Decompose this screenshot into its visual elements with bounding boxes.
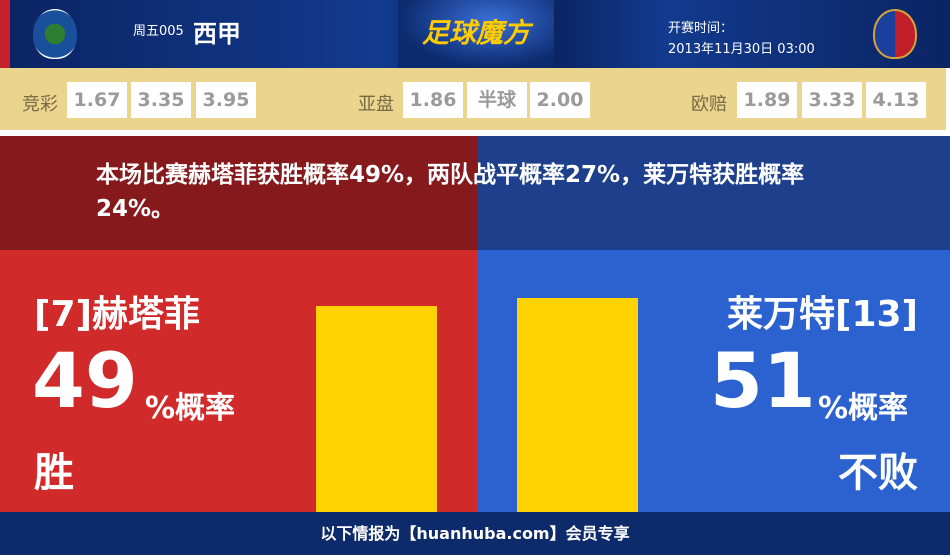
away-team-logo [873, 9, 917, 59]
kickoff-label: 开赛时间： [668, 21, 734, 36]
oupei-odd-draw: 3.33 [802, 82, 862, 118]
brand-logo: 足球魔方 [398, 0, 554, 68]
oupei-odd-loss: 4.13 [866, 82, 926, 118]
jingcai-odd-draw: 3.35 [131, 82, 191, 118]
oupei-odd-win: 1.89 [737, 82, 797, 118]
away-probability-bar [517, 297, 638, 512]
yapan-odd-home: 1.86 [403, 82, 463, 118]
home-team-name: [7]赫塔菲 [34, 294, 200, 335]
home-team-logo [33, 9, 77, 59]
home-percentage: 49 [32, 336, 138, 425]
member-footer-link[interactable]: 以下情报为【huanhuba.com】会员专享 [0, 512, 950, 555]
home-probability-bar [316, 306, 437, 512]
oupei-label: 欧赔 [691, 94, 727, 115]
away-percentage-suffix: %概率 [818, 391, 909, 426]
divider [0, 130, 950, 136]
away-percentage: 51 [710, 336, 816, 425]
yapan-odd-away: 2.00 [530, 82, 590, 118]
summary-bg-home [0, 136, 477, 250]
jingcai-label: 竞彩 [22, 94, 58, 115]
home-outcome: 胜 [34, 450, 74, 496]
odds-bar: 竞彩 1.67 3.35 3.95 亚盘 1.86 半球 2.00 欧赔 1.8… [0, 68, 950, 130]
league-name: 西甲 [193, 20, 241, 48]
jingcai-odd-loss: 3.95 [196, 82, 256, 118]
jingcai-odd-win: 1.67 [67, 82, 127, 118]
yapan-label: 亚盘 [358, 94, 394, 115]
match-number: 周五005 [133, 24, 184, 39]
home-percentage-suffix: %概率 [145, 391, 236, 426]
kickoff-time: 2013年11月30日 03:00 [668, 42, 815, 57]
yapan-handicap: 半球 [467, 82, 527, 118]
away-team-name: 莱万特[13] [726, 294, 918, 335]
away-outcome: 不败 [838, 450, 918, 496]
summary-bg-away [477, 136, 950, 250]
accent-strip [0, 0, 10, 68]
prediction-summary: 本场比赛赫塔菲获胜概率49%，两队战平概率27%，莱万特获胜概率24%。 [96, 162, 805, 222]
